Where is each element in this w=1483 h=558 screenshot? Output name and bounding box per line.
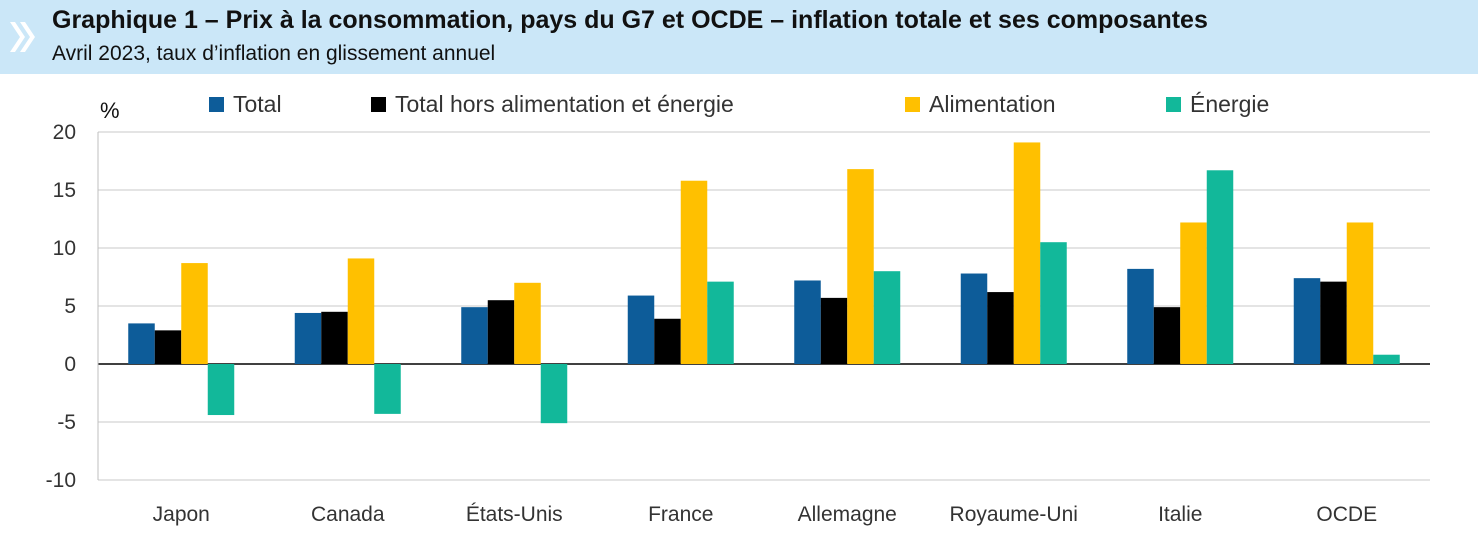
- bar: [987, 292, 1014, 364]
- bar: [540, 364, 568, 424]
- header-banner: Graphique 1 – Prix à la consommation, pa…: [0, 0, 1478, 74]
- x-tick-label: États-Unis: [466, 503, 563, 526]
- bar: [707, 281, 734, 364]
- bar: [627, 295, 655, 364]
- legend-label: Total: [233, 91, 282, 117]
- bar: [820, 297, 848, 364]
- x-tick-label: Royaume-Uni: [950, 503, 1078, 526]
- bar: [128, 323, 155, 364]
- legend-swatch: [1166, 97, 1181, 112]
- legend-swatch: [371, 97, 386, 112]
- chart-title: Graphique 1 – Prix à la consommation, pa…: [52, 6, 1208, 34]
- y-tick-label: 20: [53, 121, 76, 144]
- y-tick-label: 5: [64, 295, 76, 318]
- bar: [960, 273, 988, 364]
- bar: [514, 282, 541, 364]
- chart-subtitle: Avril 2023, taux d’inflation en glisseme…: [52, 42, 496, 65]
- bar: [1320, 281, 1347, 364]
- bar: [1346, 222, 1374, 364]
- legend-label: Total hors alimentation et énergie: [395, 91, 734, 117]
- bar: [1180, 222, 1207, 364]
- bar: [461, 307, 488, 364]
- bar: [1153, 307, 1181, 364]
- x-tick-label: Japon: [153, 503, 210, 526]
- x-tick-label: Allemagne: [798, 503, 897, 526]
- x-tick-label: Canada: [311, 503, 385, 526]
- bar: [794, 280, 821, 364]
- bar: [847, 169, 874, 364]
- y-tick-label: 10: [53, 237, 76, 260]
- y-tick-label: 15: [53, 179, 76, 202]
- legend-label: Énergie: [1190, 91, 1269, 117]
- y-tick-label: -5: [57, 411, 76, 434]
- x-tick-label: OCDE: [1316, 503, 1377, 526]
- bar: [654, 318, 681, 364]
- bar: [1040, 242, 1067, 364]
- y-tick-label: -10: [46, 469, 76, 492]
- x-tick-label: Italie: [1158, 503, 1202, 526]
- bar: [154, 330, 182, 364]
- bar: [207, 364, 235, 416]
- legend-label: Alimentation: [929, 91, 1056, 117]
- bar: [1373, 354, 1400, 364]
- legend-swatch: [209, 97, 224, 112]
- bar: [181, 263, 208, 364]
- bar: [1206, 170, 1234, 364]
- bar: [374, 364, 401, 414]
- bar: [347, 258, 375, 364]
- bar: [680, 180, 708, 364]
- bar: [1293, 278, 1321, 364]
- bar: [1127, 268, 1154, 364]
- y-axis-label: %: [100, 98, 120, 123]
- legend-swatch: [905, 97, 920, 112]
- bar: [1013, 142, 1041, 364]
- double-chevron-icon: [10, 22, 35, 52]
- bar: [487, 300, 515, 364]
- x-tick-label: France: [648, 503, 713, 526]
- bar: [873, 271, 901, 364]
- bar: [321, 311, 348, 364]
- bar: [294, 312, 322, 364]
- y-tick-label: 0: [64, 353, 76, 376]
